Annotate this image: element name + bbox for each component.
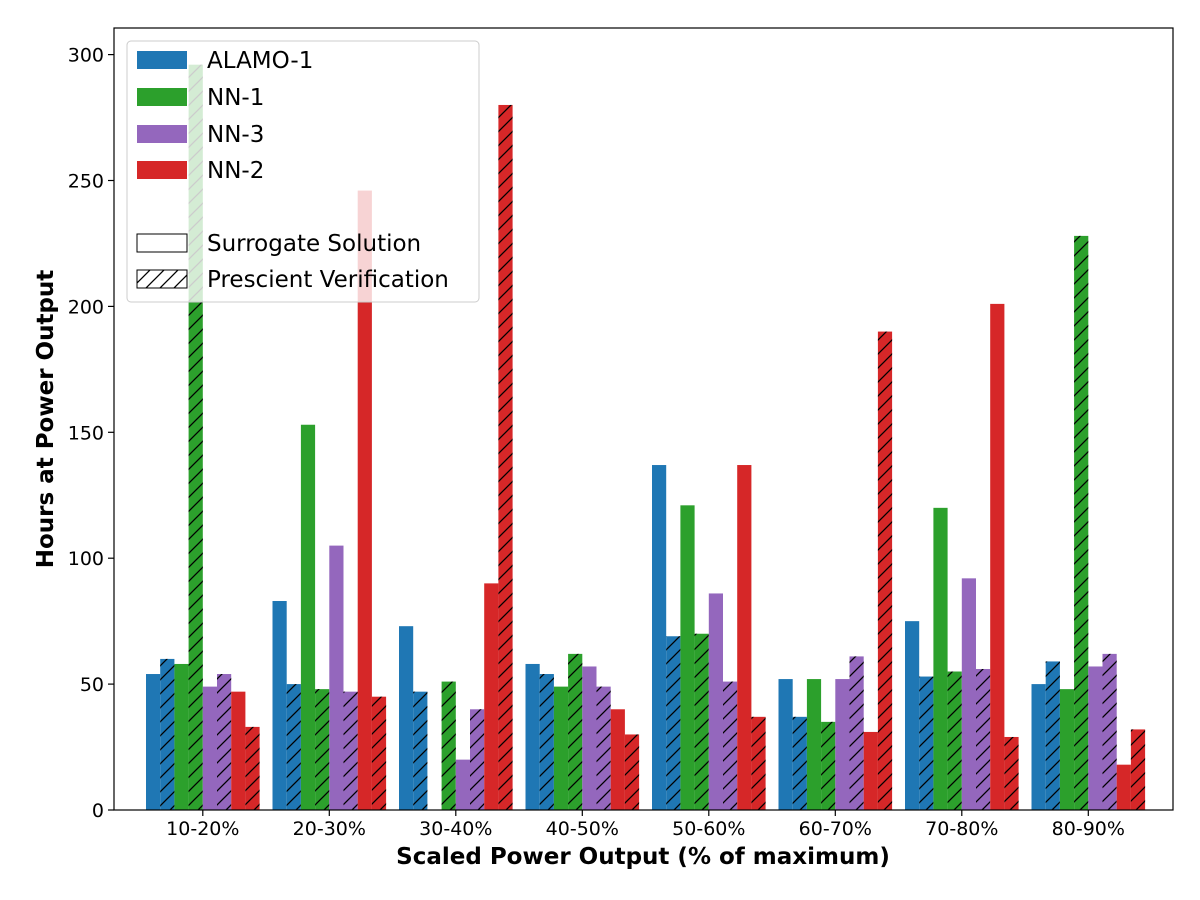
legend: ALAMO-1 NN-1 NN-3 NN-2 Surrogate Solutio… [126,40,480,303]
hatch-nn-3-prescient-80-90 [1102,653,1117,810]
hatch-alamo-1-prescient-20-30 [286,684,301,810]
legend-swatch-alamo-1 [137,51,187,69]
bar-nn-3-surrogate-20-30 [329,545,344,810]
hatch-nn-3-prescient-10-20 [217,674,232,810]
hatch-nn-2-prescient-40-50 [624,734,640,810]
bar-alamo-1-surrogate-50-60 [652,465,667,810]
legend-label-nn-1: NN-1 [207,85,264,111]
hatch-nn-2-prescient-10-20 [245,726,260,810]
y-tick-label-50: 50 [80,674,104,696]
bar-alamo-1-surrogate-30-40 [399,626,414,810]
x-tick-label-50-60: 50-60% [672,818,745,840]
y-tick-label-0: 0 [92,800,104,822]
bar-nn-1-surrogate-10-20 [174,663,189,810]
x-tick-label-30-40: 30-40% [419,818,492,840]
hatch-nn-3-prescient-20-30 [343,691,358,810]
legend-swatch-surrogate [136,233,188,253]
y-axis: 0 50 100 150 200 250 300 [68,45,114,822]
bar-nn-3-surrogate-50-60 [708,593,723,810]
legend-label-nn-2: NN-2 [207,158,264,184]
x-tick-label-70-80: 70-80% [925,818,998,840]
hatch-nn-3-prescient-40-50 [596,686,611,810]
bar-alamo-1-surrogate-80-90 [1031,684,1046,810]
hatch-nn-1-prescient-60-70 [821,721,836,810]
bar-nn-1-surrogate-40-50 [553,686,569,810]
hatch-alamo-1-prescient-70-80 [919,676,934,810]
bar-nn-2-surrogate-20-30 [357,190,372,810]
y-axis-title: Hours at Power Output [33,270,59,569]
hatch-nn-3-prescient-50-60 [723,681,738,810]
plot-frame [113,27,1174,811]
hatch-alamo-1-prescient-10-20 [160,658,175,810]
bar-alamo-1-surrogate-40-50 [525,663,540,810]
y-tick-label-200: 200 [68,296,104,318]
bar-nn-2-surrogate-60-70 [863,731,878,810]
bar-nn-2-surrogate-10-20 [231,691,246,810]
hatch-nn-2-prescient-30-40 [498,104,513,810]
bar-nn-2-surrogate-40-50 [610,709,625,810]
x-axis: 10-20% 20-30% 30-40% 40-50% 50-60% 60-70% 70-8… [166,810,1125,840]
bar-nn-3-surrogate-30-40 [455,759,470,810]
hatch-alamo-1-prescient-60-70 [792,716,807,810]
hatch-alamo-1-prescient-50-60 [666,636,681,810]
bar-nn-1-surrogate-80-90 [1059,689,1075,810]
hatch-nn-1-prescient-20-30 [315,689,330,810]
x-tick-label-80-90: 80-90% [1052,818,1125,840]
bar-nn-1-surrogate-20-30 [300,424,316,810]
hatch-nn-1-prescient-80-90 [1074,235,1089,810]
x-tick-label-60-70: 60-70% [799,818,872,840]
hatch-nn-2-prescient-70-80 [1004,736,1019,810]
bar-nn-1-surrogate-70-80 [933,507,948,810]
x-axis-title: Scaled Power Output (% of maximum) [396,844,890,870]
bar-nn-3-surrogate-10-20 [202,686,217,810]
y-tick-label-150: 150 [68,422,104,444]
hatch-nn-1-prescient-70-80 [947,671,962,810]
y-tick-label-300: 300 [68,45,104,67]
x-tick-label-40-50: 40-50% [546,818,619,840]
hatch-nn-1-prescient-40-50 [568,653,583,810]
hatch-nn-3-prescient-60-70 [849,656,864,810]
hatch-nn-2-prescient-20-30 [371,696,387,810]
bar-alamo-1-surrogate-70-80 [905,621,920,810]
hatch-alamo-1-prescient-40-50 [539,674,554,810]
legend-swatch-nn-1 [137,88,187,106]
hatch-nn-1-prescient-30-40 [441,681,456,810]
bar-alamo-1-surrogate-20-30 [272,601,287,810]
hatch-nn-3-prescient-30-40 [470,709,485,810]
x-tick-label-20-30: 20-30% [293,818,366,840]
bar-nn-2-surrogate-70-80 [990,303,1005,810]
bar-nn-3-surrogate-70-80 [961,578,976,810]
hatch-nn-2-prescient-80-90 [1130,729,1146,810]
bar-nn-2-surrogate-30-40 [484,583,499,810]
bar-nn-1-surrogate-60-70 [806,679,822,810]
hatch-nn-1-prescient-50-60 [694,633,709,810]
bar-nn-3-surrogate-60-70 [835,679,850,810]
bar-alamo-1-surrogate-10-20 [146,674,161,810]
bar-nn-1-surrogate-50-60 [680,505,695,810]
legend-label-prescient: Prescient Verification [207,267,449,293]
legend-swatch-nn-3 [137,125,187,143]
bar-nn-2-surrogate-50-60 [737,465,752,810]
legend-swatch-nn-2 [137,161,187,179]
legend-label-nn-3: NN-3 [207,122,264,148]
bar-nn-2-surrogate-80-90 [1116,764,1131,810]
hatch-nn-2-prescient-60-70 [877,331,893,810]
bar-nn-3-surrogate-80-90 [1088,666,1103,810]
legend-frame [126,40,480,303]
x-tick-label-10-20: 10-20% [166,818,239,840]
bar-nn-3-surrogate-40-50 [582,666,597,810]
hatch-nn-2-prescient-50-60 [751,716,766,810]
y-tick-label-100: 100 [68,548,104,570]
legend-label-surrogate: Surrogate Solution [207,231,421,257]
hatch-alamo-1-prescient-30-40 [413,691,428,810]
y-tick-label-250: 250 [68,171,104,193]
legend-swatch-prescient [136,269,188,289]
hatch-nn-3-prescient-70-80 [976,668,991,810]
legend-label-alamo-1: ALAMO-1 [207,48,313,74]
hatch-alamo-1-prescient-80-90 [1045,661,1060,810]
bars-group [146,64,1146,810]
bar-alamo-1-surrogate-60-70 [778,679,793,810]
